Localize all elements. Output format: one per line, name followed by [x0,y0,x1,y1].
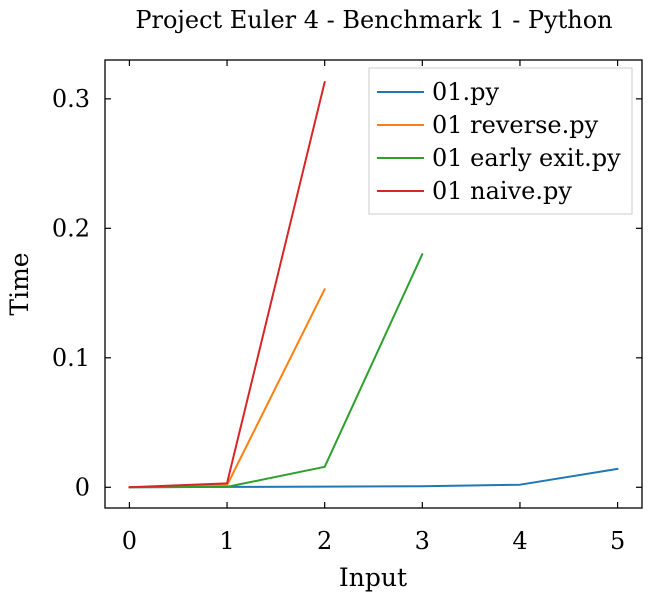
legend-label: 01 naive.py [432,177,572,205]
x-tick-label: 0 [122,527,137,555]
y-tick-label: 0.2 [52,214,90,242]
series-line-3 [128,81,326,489]
x-axis-label: Input [339,563,407,592]
plot-lines [128,81,619,489]
x-tick-label: 1 [219,527,234,555]
series-line-2 [128,253,424,489]
x-tick-label: 2 [317,527,332,555]
plot-frame [104,59,643,509]
x-tick-label: 4 [512,527,527,555]
x-tick-label: 5 [610,527,625,555]
legend-label: 01 early exit.py [432,144,621,172]
y-tick-label: 0.3 [52,85,90,113]
y-axis-ticks: 0 0.1 0.2 0.3 [52,85,642,501]
legend-label: 01 reverse.py [432,111,599,139]
y-tick-label: 0 [75,473,90,501]
x-axis-ticks: 0 1 2 3 4 5 [122,60,625,555]
legend-label: 01.py [432,78,500,106]
y-axis-label: Time [5,252,34,315]
legend: 01.py 01 reverse.py 01 early exit.py 01 nai… [368,67,633,215]
x-tick-label: 3 [415,527,430,555]
series-line-1 [128,288,326,489]
y-tick-label: 0.1 [52,344,90,372]
chart-title: Project Euler 4 - Benchmark 1 - Python [135,6,612,34]
